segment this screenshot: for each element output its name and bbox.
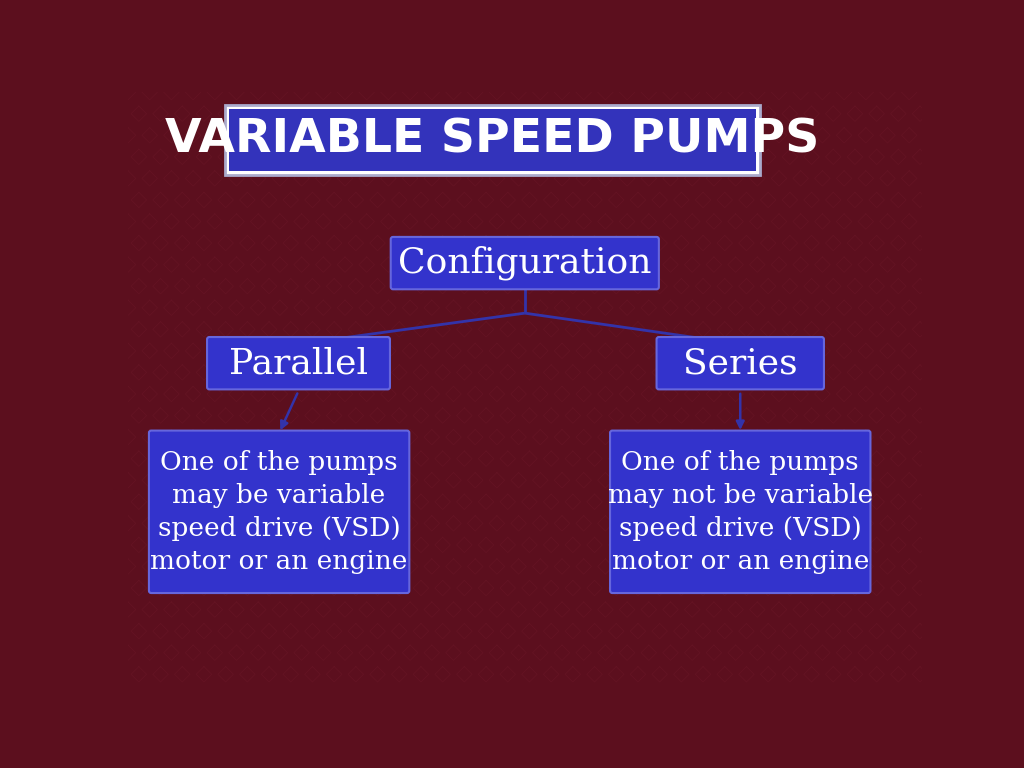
- FancyBboxPatch shape: [148, 431, 410, 593]
- FancyBboxPatch shape: [610, 431, 870, 593]
- FancyBboxPatch shape: [228, 109, 756, 170]
- Text: VARIABLE SPEED PUMPS: VARIABLE SPEED PUMPS: [165, 118, 819, 162]
- FancyBboxPatch shape: [225, 105, 760, 174]
- Text: Parallel: Parallel: [229, 346, 368, 380]
- Text: Series: Series: [683, 346, 798, 380]
- Text: Configuration: Configuration: [398, 246, 651, 280]
- FancyBboxPatch shape: [656, 337, 824, 389]
- Text: One of the pumps
may be variable
speed drive (VSD)
motor or an engine: One of the pumps may be variable speed d…: [151, 450, 408, 574]
- FancyBboxPatch shape: [207, 337, 390, 389]
- Text: One of the pumps
may not be variable
speed drive (VSD)
motor or an engine: One of the pumps may not be variable spe…: [607, 450, 872, 574]
- FancyBboxPatch shape: [391, 237, 658, 290]
